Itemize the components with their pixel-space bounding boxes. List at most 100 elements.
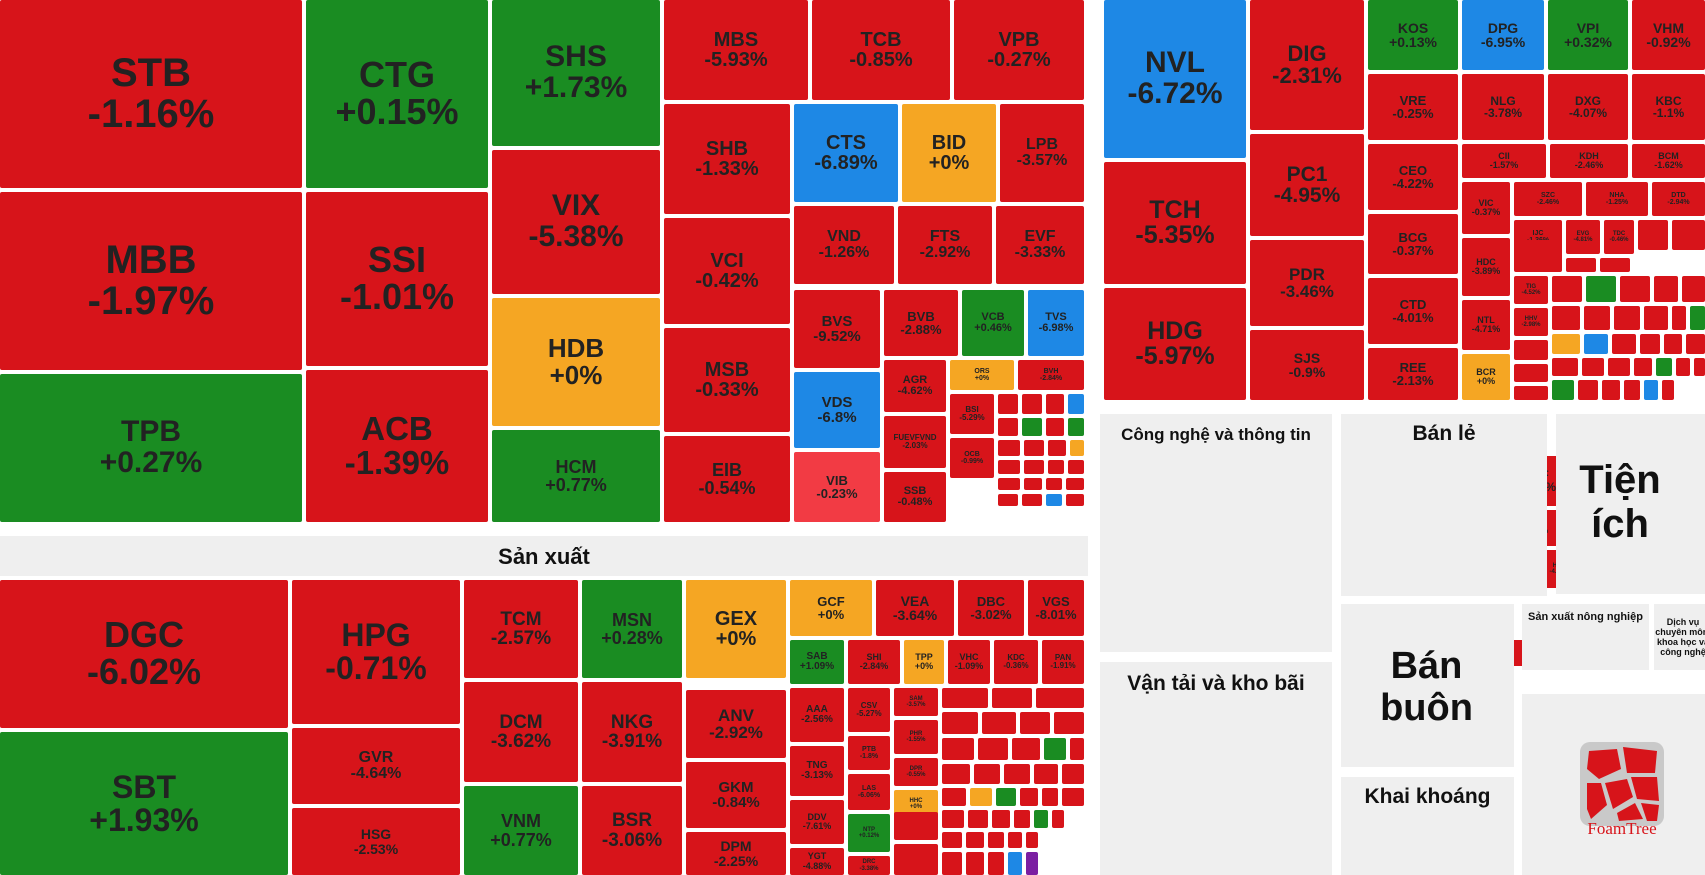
tile-hhv[interactable]: HHV -2.98% [1514, 308, 1548, 336]
tile-dcm[interactable]: DCM -3.62% [464, 682, 578, 782]
tile-minor[interactable] [1662, 380, 1674, 400]
tile-sab[interactable]: SAB +1.09% [790, 640, 844, 684]
tile-pc1[interactable]: PC1 -4.95% [1250, 134, 1364, 236]
tile-gkm[interactable]: GKM -0.84% [686, 762, 786, 828]
tile-minor[interactable] [942, 764, 970, 784]
tile-hdb[interactable]: HDB +0% [492, 298, 660, 426]
tile-bcm[interactable]: BCM -1.62% [1632, 144, 1705, 178]
tile-drc[interactable]: DRC -3.38% [848, 856, 890, 875]
tile-hdc[interactable]: HDC -3.89% [1462, 238, 1510, 296]
tile-anv[interactable]: ANV -2.92% [686, 690, 786, 758]
tile-bvb[interactable]: BVB -2.88% [884, 290, 958, 356]
tile-dbc[interactable]: DBC -3.02% [958, 580, 1024, 636]
tile-ddv[interactable]: DDV -7.61% [790, 800, 844, 844]
tile-minor[interactable] [1014, 810, 1030, 828]
tile-vpi[interactable]: VPI +0.32% [1548, 0, 1628, 70]
tile-ree[interactable]: REE -2.13% [1368, 348, 1458, 400]
tile-minor[interactable] [1004, 764, 1030, 784]
tile-minor[interactable] [998, 440, 1020, 456]
tile-aaa[interactable]: AAA -2.56% [790, 688, 844, 742]
tile-minor[interactable] [988, 832, 1004, 848]
tile-tpp[interactable]: TPP +0% [904, 640, 944, 684]
tile-vix[interactable]: VIX -5.38% [492, 150, 660, 294]
tile-hpg[interactable]: HPG -0.71% [292, 580, 460, 724]
tile-stb[interactable]: STB -1.16% [0, 0, 302, 188]
tile-shb[interactable]: SHB -1.33% [664, 104, 790, 214]
tile-minor[interactable] [998, 460, 1020, 474]
tile-shi[interactable]: SHI -2.84% [848, 640, 900, 684]
tile-minor[interactable] [1020, 712, 1050, 734]
tile-minor[interactable] [1612, 334, 1636, 354]
tile-tcm[interactable]: TCM -2.57% [464, 580, 578, 678]
tile-nlg[interactable]: NLG -3.78% [1462, 74, 1544, 140]
tile-minor[interactable] [1034, 764, 1058, 784]
tile-gex[interactable]: GEX +0% [686, 580, 786, 678]
tile-minor[interactable] [1046, 394, 1064, 414]
tile-minor[interactable] [1694, 358, 1705, 376]
tile-phr[interactable]: PHR -1.55% [894, 720, 938, 754]
tile-minor[interactable] [1676, 358, 1690, 376]
tile-bvs[interactable]: BVS -9.52% [794, 290, 880, 368]
tile-ssb[interactable]: SSB -0.48% [884, 472, 946, 522]
tile-minor[interactable] [1644, 306, 1668, 330]
tile-minor[interactable] [1052, 810, 1064, 828]
tile-minor[interactable] [1070, 440, 1084, 456]
tile-ntl[interactable]: NTL -4.71% [1462, 300, 1510, 350]
tile-minor[interactable] [942, 688, 988, 708]
tile-minor[interactable] [1062, 788, 1084, 806]
tile-minor[interactable] [1582, 358, 1604, 376]
tile-minor[interactable] [1514, 364, 1548, 382]
tile-minor[interactable] [1024, 478, 1042, 490]
tile-msb[interactable]: MSB -0.33% [664, 328, 790, 432]
tile-minor[interactable] [1552, 380, 1574, 400]
tile-pan[interactable]: PAN -1.91% [1042, 640, 1084, 684]
tile-vci[interactable]: VCI -0.42% [664, 218, 790, 324]
tile-sjs[interactable]: SJS -0.9% [1250, 330, 1364, 400]
tile-minor[interactable] [996, 788, 1016, 806]
tile-minor[interactable] [1068, 460, 1084, 474]
tile-ptb[interactable]: PTB -1.8% [848, 736, 890, 770]
tile-minor[interactable] [988, 852, 1004, 875]
tile-minor[interactable] [1042, 788, 1058, 806]
tile-minor[interactable] [1514, 340, 1548, 360]
tile-vcb[interactable]: VCB +0.46% [962, 290, 1024, 356]
tile-ors[interactable]: ORS +0% [950, 360, 1014, 390]
tile-ctd[interactable]: CTD -4.01% [1368, 278, 1458, 344]
tile-minor[interactable] [1022, 494, 1042, 506]
tile-minor[interactable] [1654, 276, 1678, 302]
tile-dxg[interactable]: DXG -4.07% [1548, 74, 1628, 140]
tile-vnm[interactable]: VNM +0.77% [464, 786, 578, 875]
tile-hsg[interactable]: HSG -2.53% [292, 808, 460, 875]
tile-minor[interactable] [1640, 334, 1660, 354]
tile-minor[interactable] [1552, 334, 1580, 354]
tile-ssi[interactable]: SSI -1.01% [306, 192, 488, 366]
tile-nvl[interactable]: NVL -6.72% [1104, 0, 1246, 158]
tile-minor[interactable] [966, 832, 984, 848]
tile-minor[interactable] [1656, 358, 1672, 376]
tile-minor[interactable] [1066, 478, 1084, 490]
tile-minor[interactable] [1664, 334, 1682, 354]
tile-minor[interactable] [1046, 478, 1062, 490]
tile-dtd[interactable]: DTD -2.94% [1652, 182, 1705, 216]
tile-bid[interactable]: BID +0% [902, 104, 996, 202]
tile-kbc[interactable]: KBC -1.1% [1632, 74, 1705, 140]
tile-minor[interactable] [978, 738, 1008, 760]
tile-minor[interactable] [1586, 276, 1616, 302]
tile-mbs[interactable]: MBS -5.93% [664, 0, 808, 100]
tile-minor[interactable] [1602, 380, 1620, 400]
tile-dgc[interactable]: DGC -6.02% [0, 580, 288, 728]
tile-tcb[interactable]: TCB -0.85% [812, 0, 950, 100]
tile-vea[interactable]: VEA -3.64% [876, 580, 954, 636]
tile-minor[interactable] [1034, 810, 1048, 828]
tile-bsr[interactable]: BSR -3.06% [582, 786, 682, 875]
tile-lpb[interactable]: LPB -3.57% [1000, 104, 1084, 202]
tile-dig[interactable]: DIG -2.31% [1250, 0, 1364, 130]
tile-bcg[interactable]: BCG -0.37% [1368, 214, 1458, 274]
tile-minor[interactable] [1514, 240, 1562, 272]
tile-minor[interactable] [1020, 788, 1038, 806]
tile-minor[interactable] [968, 810, 988, 828]
tile-minor[interactable] [1048, 440, 1066, 456]
tile-vhc[interactable]: VHC -1.09% [948, 640, 990, 684]
tile-minor[interactable] [1066, 494, 1084, 506]
tile-evg[interactable]: EVG -4.81% [1566, 220, 1600, 254]
